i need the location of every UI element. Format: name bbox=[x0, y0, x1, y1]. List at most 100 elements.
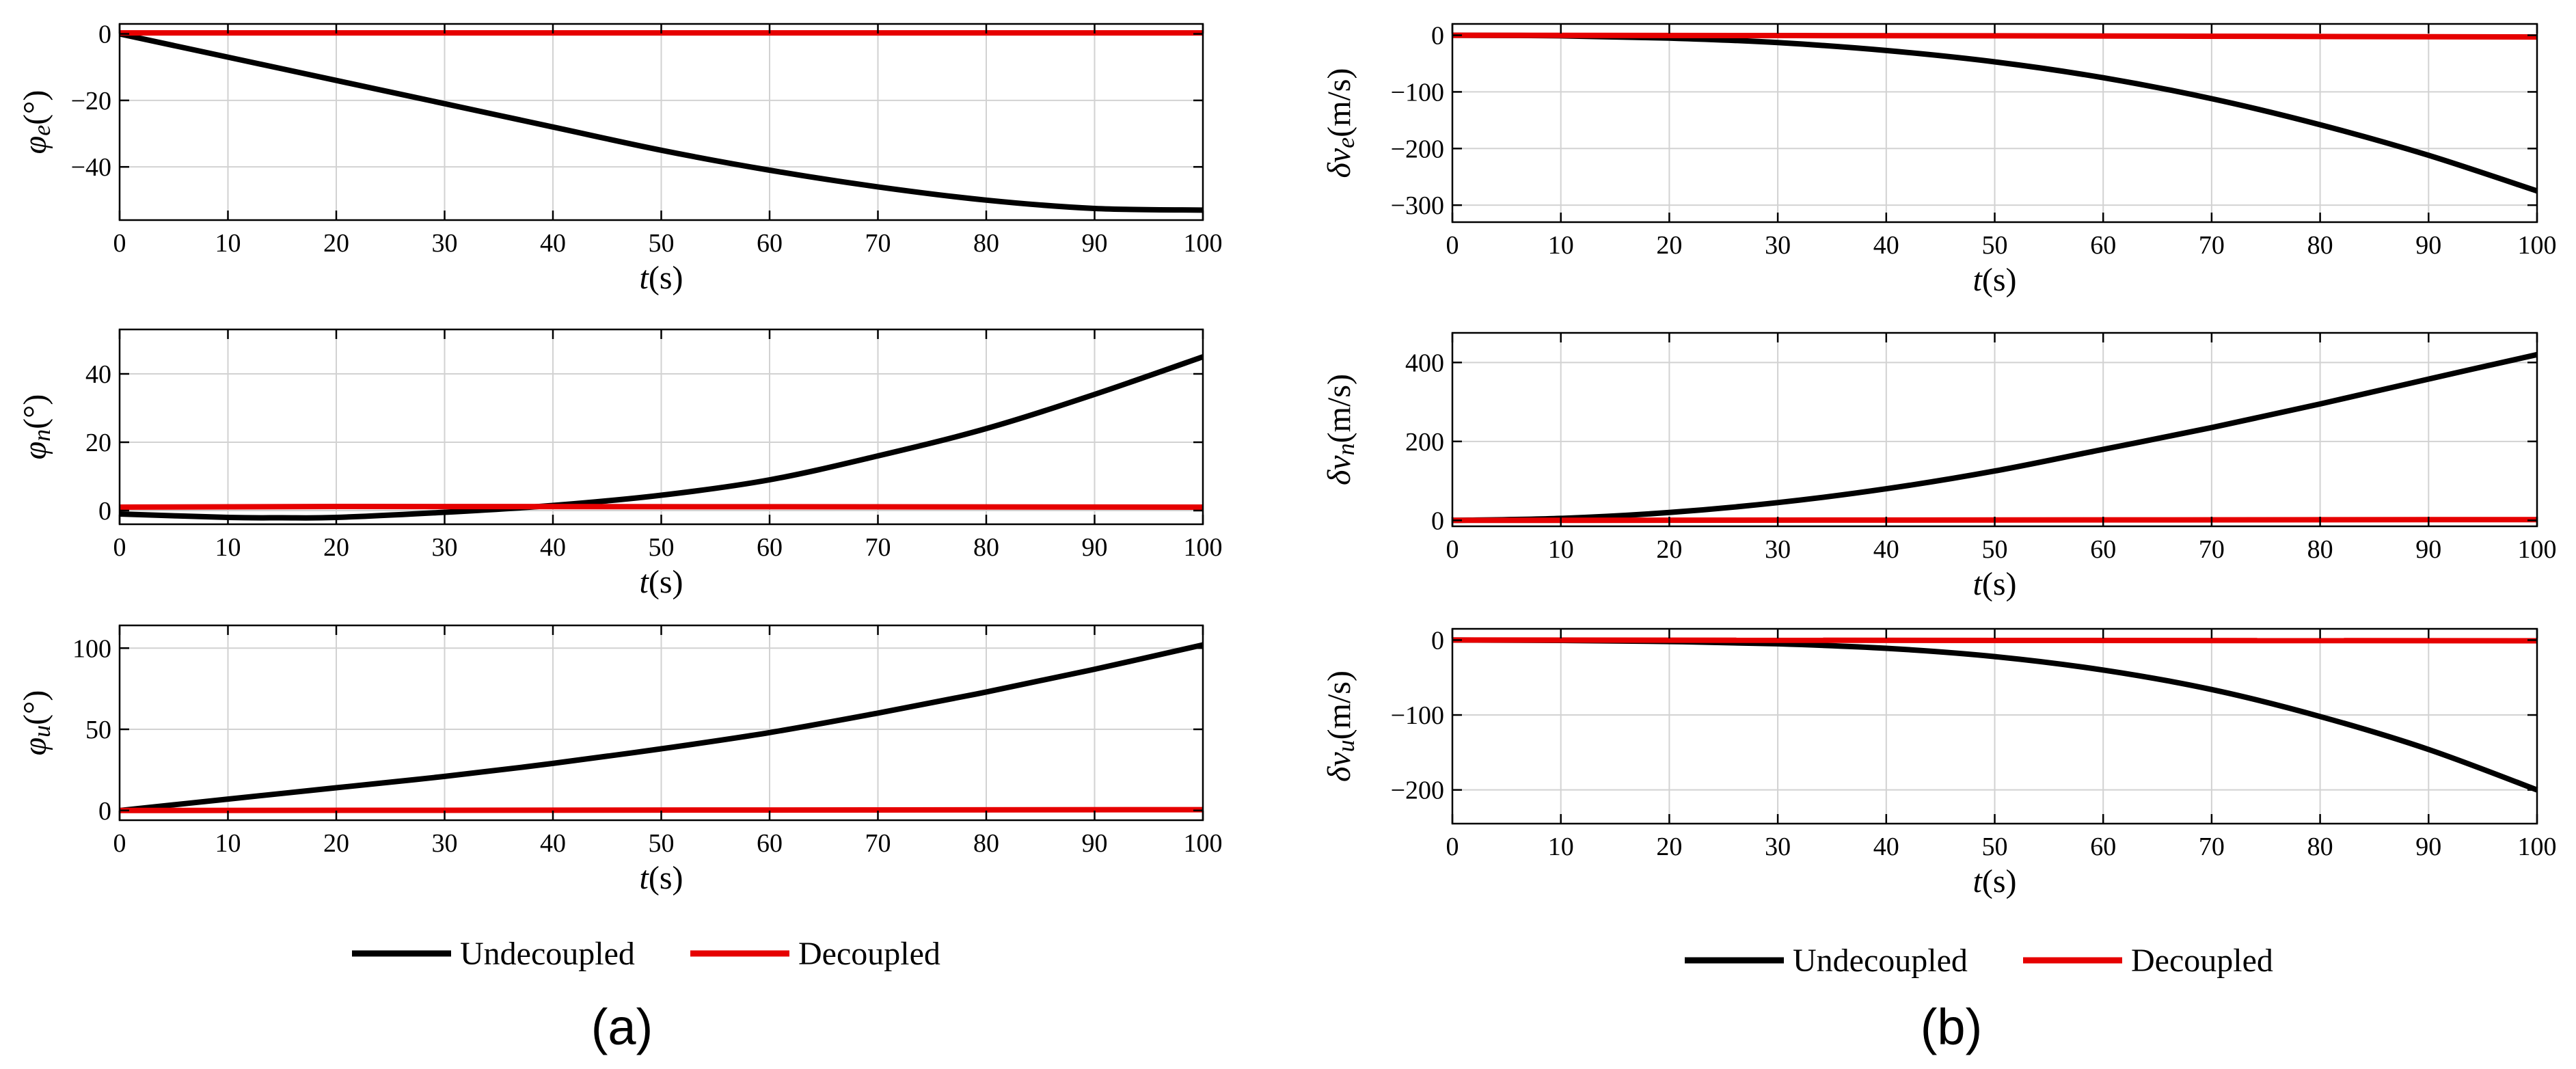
x-tick-label: 80 bbox=[973, 229, 999, 258]
x-axis-label-unit: (s) bbox=[649, 860, 683, 896]
series-line-decoupled bbox=[119, 807, 1204, 813]
x-tick-label: 50 bbox=[649, 533, 675, 562]
x-tick-label: 90 bbox=[2415, 535, 2441, 564]
x-tick-label: 90 bbox=[1082, 533, 1108, 562]
x-tick-label: 60 bbox=[2090, 535, 2116, 564]
y-tick-label: 40 bbox=[85, 360, 111, 389]
y-axis-label-subscript: u bbox=[1332, 740, 1359, 752]
y-axis-label-symbol: φ bbox=[17, 738, 53, 756]
y-axis-label-subscript: e bbox=[1332, 137, 1359, 148]
x-tick-label: 20 bbox=[323, 533, 349, 562]
x-tick-label: 70 bbox=[2199, 833, 2225, 861]
y-axis-label-subscript: u bbox=[28, 725, 55, 738]
y-axis-label-subscript: n bbox=[28, 429, 55, 442]
legend-label-undecoupled: Undecoupled bbox=[460, 936, 635, 972]
x-tick-label: 50 bbox=[1982, 833, 2008, 861]
y-axis-label: φe(°) bbox=[17, 90, 55, 154]
y-tick-label: 100 bbox=[72, 634, 111, 663]
y-tick-label: −40 bbox=[71, 153, 111, 182]
x-axis-label-var: t bbox=[1973, 863, 1983, 899]
x-tick-label: 30 bbox=[1765, 231, 1791, 260]
series-line-undecoupled bbox=[119, 642, 1204, 813]
panel-caption-b: (b) bbox=[1921, 999, 1982, 1055]
x-tick-label: 60 bbox=[2090, 833, 2116, 861]
x-axis-label-unit: (s) bbox=[1982, 863, 2017, 899]
x-tick-label: 0 bbox=[1446, 231, 1459, 260]
y-tick-label: 50 bbox=[85, 716, 111, 744]
legend-b: Undecoupled Decoupled bbox=[1685, 943, 2273, 979]
x-tick-label: 50 bbox=[649, 229, 675, 258]
subplot-2: 0 10 20 30 40 50 60 70 80 90 100 0 20 40 t(s) φn(°) bbox=[17, 328, 1223, 600]
x-tick-label: 70 bbox=[865, 229, 891, 258]
x-tick-label: 0 bbox=[113, 229, 126, 258]
x-axis-label: t(s) bbox=[1973, 566, 2017, 602]
x-tick-label: 40 bbox=[1873, 231, 1899, 260]
y-axis-label-symbol: δv bbox=[1321, 455, 1357, 485]
x-tick-label: 40 bbox=[540, 533, 566, 562]
x-tick-label: 0 bbox=[1446, 833, 1459, 861]
y-tick-label: −100 bbox=[1391, 78, 1444, 107]
x-axis-label-unit: (s) bbox=[649, 564, 683, 600]
y-axis-label-unit: (m/s) bbox=[1321, 68, 1357, 137]
x-axis-label: t(s) bbox=[1973, 262, 2017, 298]
subplot-4: 0 10 20 30 40 50 60 70 80 90 100 0 −100 −200 −300 t(s) δ… bbox=[1321, 22, 2557, 298]
x-tick-label: 50 bbox=[1982, 231, 2008, 260]
y-axis-label-symbol: δv bbox=[1321, 752, 1357, 782]
y-axis-label-subscript: e bbox=[28, 125, 55, 136]
y-axis-label-unit: (°) bbox=[17, 90, 53, 125]
x-tick-label: 10 bbox=[215, 229, 241, 258]
x-tick-label: 10 bbox=[215, 533, 241, 562]
x-tick-label: 100 bbox=[2518, 535, 2557, 564]
legend-a: Undecoupled Decoupled bbox=[352, 936, 940, 972]
y-tick-label: 0 bbox=[1431, 626, 1444, 655]
x-axis-label: t(s) bbox=[640, 860, 683, 896]
y-tick-label: 0 bbox=[98, 497, 111, 526]
y-tick-label: −200 bbox=[1391, 776, 1444, 805]
x-tick-label: 30 bbox=[432, 829, 458, 858]
x-tick-label: 90 bbox=[1082, 229, 1108, 258]
y-axis-label-unit: (m/s) bbox=[1321, 374, 1357, 443]
y-axis-label: δve(m/s) bbox=[1321, 68, 1359, 178]
x-tick-label: 0 bbox=[113, 829, 126, 858]
x-tick-label: 60 bbox=[757, 829, 783, 858]
x-tick-label: 10 bbox=[1548, 535, 1574, 564]
x-tick-label: 30 bbox=[432, 533, 458, 562]
y-axis-label-unit: (°) bbox=[17, 690, 53, 725]
subplot-3: 0 10 20 30 40 50 60 70 80 90 100 0 50 100 t(s) φu(°) bbox=[17, 624, 1223, 896]
x-tick-label: 10 bbox=[1548, 833, 1574, 861]
x-tick-label: 30 bbox=[432, 229, 458, 258]
x-tick-label: 10 bbox=[215, 829, 241, 858]
y-tick-label: −20 bbox=[71, 87, 111, 116]
x-tick-label: 20 bbox=[323, 829, 349, 858]
subplot-5: 0 10 20 30 40 50 60 70 80 90 100 0 200 400 t(s) δvn(m/s… bbox=[1321, 331, 2557, 602]
x-tick-label: 20 bbox=[1656, 535, 1682, 564]
x-tick-label: 40 bbox=[540, 229, 566, 258]
x-tick-label: 30 bbox=[1765, 833, 1791, 861]
subplot-1: 0 10 20 30 40 50 60 70 80 90 100 0 −20 −40 t(s) φe(°) bbox=[17, 21, 1223, 296]
x-axis-label-var: t bbox=[1973, 566, 1983, 602]
x-tick-label: 70 bbox=[865, 533, 891, 562]
y-tick-label: −100 bbox=[1391, 701, 1444, 730]
x-axis-label-unit: (s) bbox=[1982, 566, 2017, 602]
y-axis-label: φn(°) bbox=[17, 394, 55, 460]
x-axis-label: t(s) bbox=[640, 260, 683, 296]
x-axis-label-var: t bbox=[640, 860, 650, 896]
y-tick-label: 200 bbox=[1405, 428, 1444, 457]
y-axis-label-symbol: φ bbox=[17, 136, 53, 154]
panel-caption-a: (a) bbox=[591, 999, 653, 1055]
x-tick-label: 80 bbox=[2307, 535, 2333, 564]
x-tick-label: 90 bbox=[2415, 231, 2441, 260]
y-tick-label: 0 bbox=[1431, 22, 1444, 51]
series-line-undecoupled bbox=[119, 354, 1204, 521]
x-axis-label-var: t bbox=[640, 260, 650, 296]
x-tick-label: 50 bbox=[649, 829, 675, 858]
x-tick-label: 10 bbox=[1548, 231, 1574, 260]
x-tick-label: 20 bbox=[1656, 231, 1682, 260]
series-line-undecoupled bbox=[1452, 351, 2538, 524]
x-tick-label: 70 bbox=[2199, 535, 2225, 564]
series-line-decoupled bbox=[119, 504, 1204, 510]
y-tick-label: 400 bbox=[1405, 349, 1444, 377]
x-tick-label: 30 bbox=[1765, 535, 1791, 564]
x-tick-label: 80 bbox=[2307, 833, 2333, 861]
